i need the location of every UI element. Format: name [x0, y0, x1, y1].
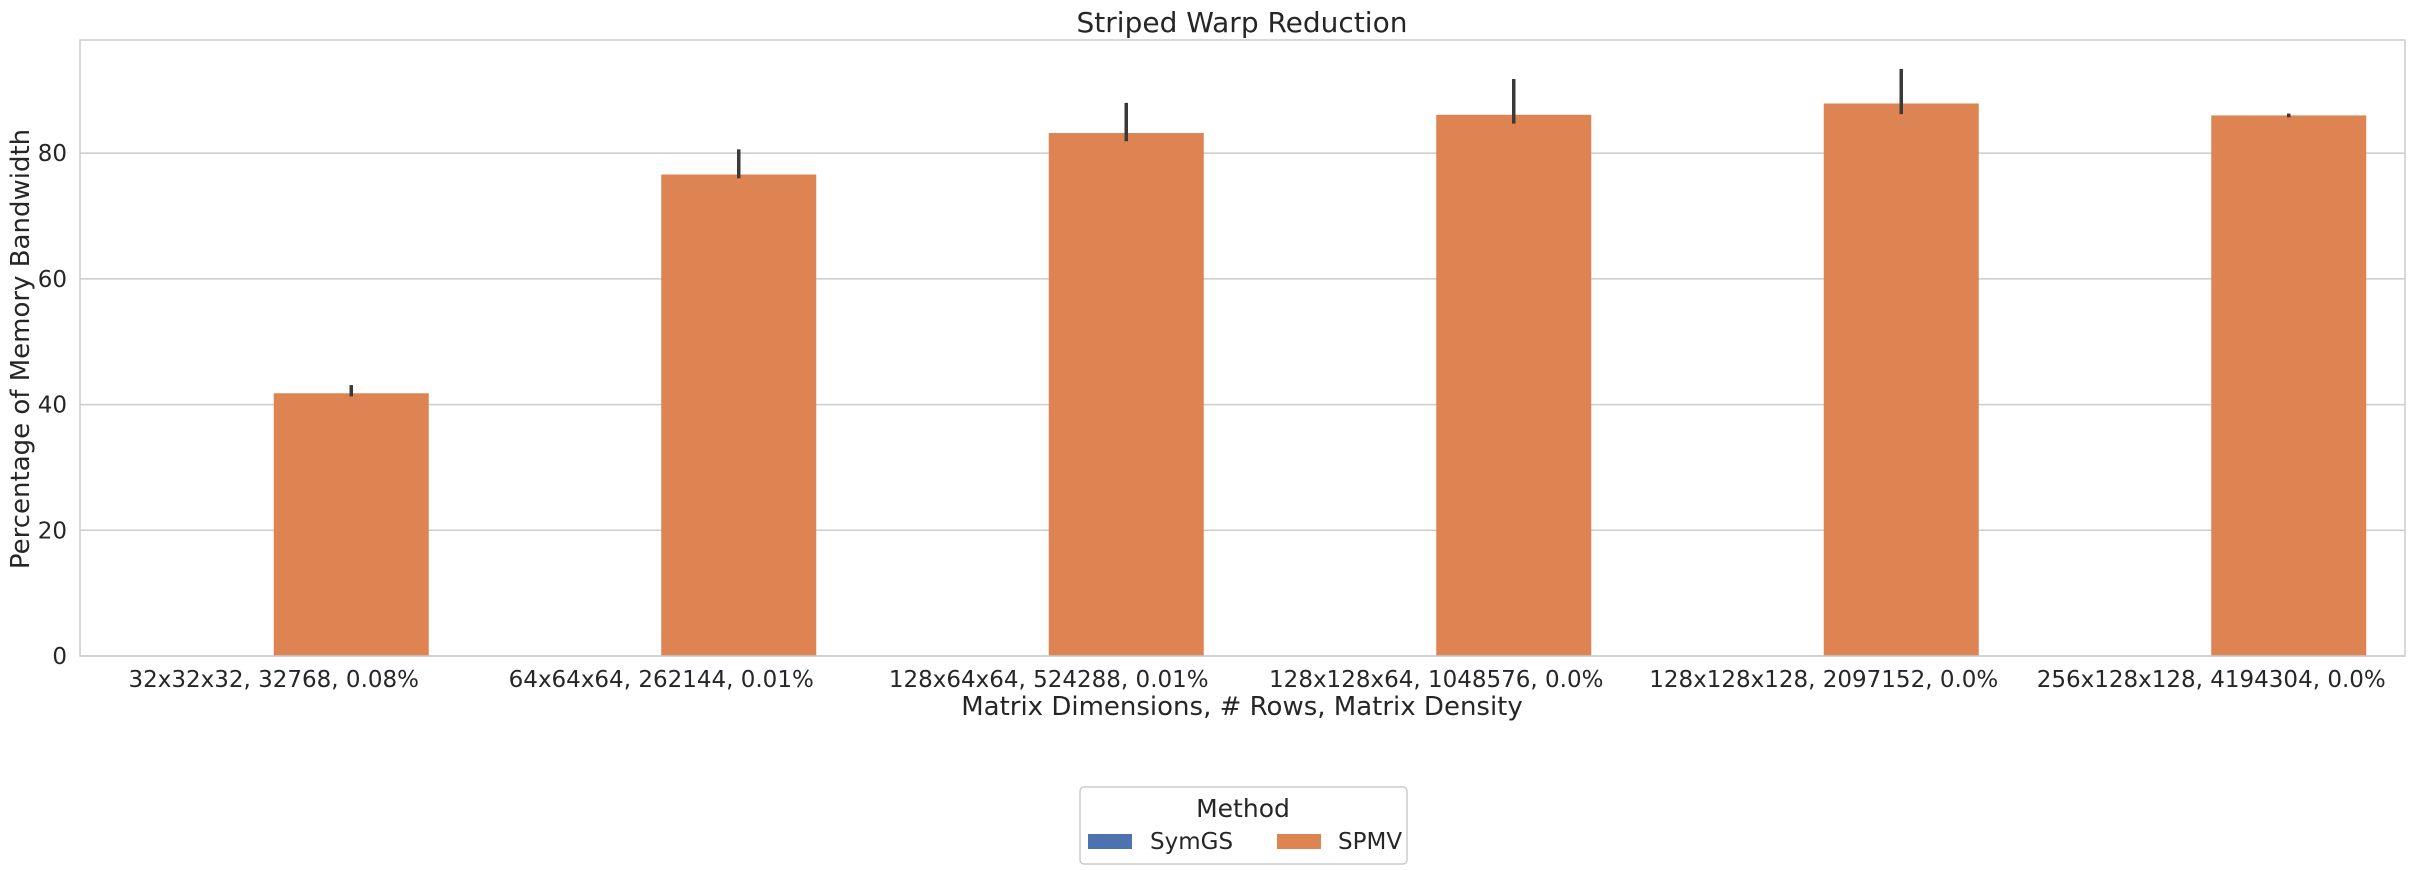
y-tick-label-40: 40: [38, 393, 67, 419]
bar-spmv-4: [1823, 103, 1979, 656]
y-tick-label-80: 80: [38, 141, 67, 167]
bar-spmv-2: [1048, 133, 1204, 656]
legend-title: Method: [1196, 794, 1290, 823]
bar-spmv-0: [273, 393, 429, 656]
bar-spmv-3: [1436, 114, 1592, 657]
y-tick-labels: 0 20 40 60 80: [38, 141, 67, 670]
chart-title: Striped Warp Reduction: [1077, 6, 1408, 39]
y-tick-label-20: 20: [38, 518, 67, 544]
plot-frame: [79, 39, 2406, 657]
x-tick-label-3: 128x128x64, 1048576, 0.0%: [1269, 667, 1603, 693]
x-tick-label-4: 128x128x128, 2097152, 0.0%: [1649, 667, 1998, 693]
bar-spmv-5: [2211, 115, 2367, 656]
x-tick-labels: 32x32x32, 32768, 0.08% 64x64x64, 262144, …: [129, 667, 2386, 693]
x-tick-label-2: 128x64x64, 524288, 0.01%: [889, 667, 1209, 693]
x-tick-label-5: 256x128x128, 4194304, 0.0%: [2037, 667, 2386, 693]
legend: Method SymGS SPMV: [1079, 786, 1408, 865]
x-axis-label: Matrix Dimensions, # Rows, Matrix Densit…: [961, 692, 1523, 722]
x-tick-label-1: 64x64x64, 262144, 0.01%: [509, 667, 814, 693]
x-tick-label-0: 32x32x32, 32768, 0.08%: [129, 667, 420, 693]
bars: [273, 103, 2367, 657]
error-bars: [349, 68, 2291, 397]
y-tick-label-0: 0: [52, 644, 67, 670]
y-axis-label: Percentage of Memory Bandwidth: [6, 129, 36, 569]
bar-spmv-1: [661, 174, 817, 656]
legend-swatch-symgs: [1088, 834, 1132, 849]
legend-swatch-spmv: [1277, 834, 1321, 849]
legend-label-spmv: SPMV: [1338, 829, 1402, 855]
legend-frame: [1079, 786, 1408, 865]
y-tick-label-60: 60: [38, 267, 67, 293]
legend-label-symgs: SymGS: [1150, 829, 1233, 855]
